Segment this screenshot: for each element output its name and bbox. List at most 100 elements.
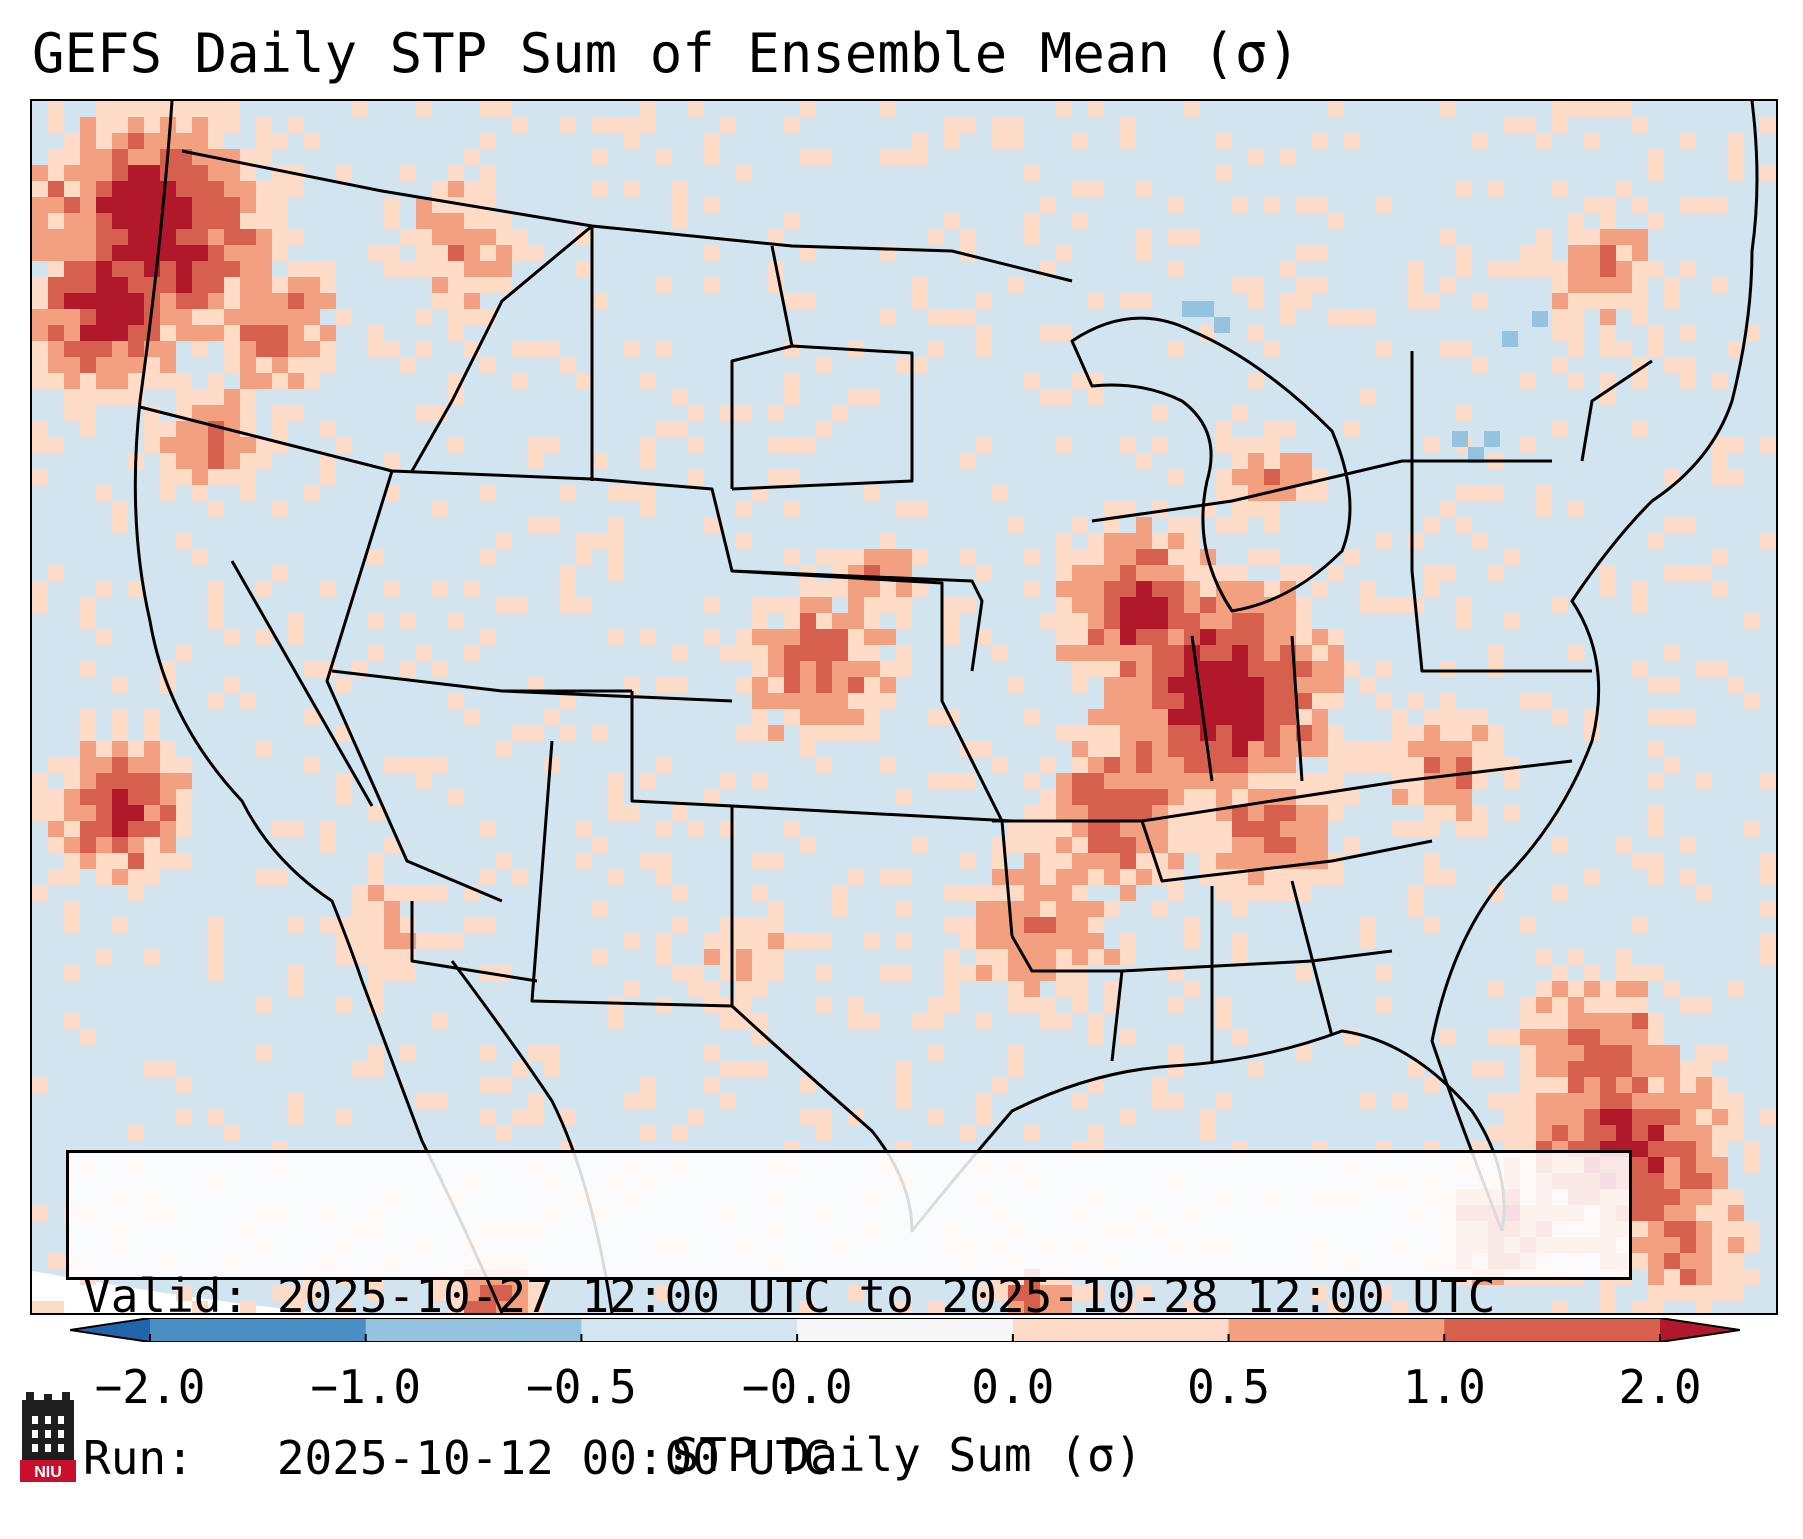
stp-cell — [96, 325, 112, 341]
stp-cell — [480, 277, 496, 293]
stp-cell — [656, 421, 672, 437]
stp-cell — [1120, 1301, 1136, 1313]
stp-cell — [608, 565, 624, 581]
stp-cell — [704, 933, 720, 949]
stp-cell — [1456, 341, 1472, 357]
stp-cell — [1072, 885, 1088, 901]
stp-cell — [896, 965, 912, 981]
stp-cell — [272, 309, 288, 325]
stp-cell — [1264, 677, 1280, 693]
stp-cell — [1648, 1045, 1664, 1061]
stp-cell — [400, 357, 416, 373]
stp-cell — [288, 341, 304, 357]
stp-cell — [112, 293, 128, 309]
stp-cell — [416, 405, 432, 421]
stp-cell — [1536, 501, 1552, 517]
colorbar-bin — [797, 1318, 1014, 1342]
stp-cell — [832, 581, 848, 597]
stp-cell — [1552, 1093, 1568, 1109]
stp-cell — [720, 773, 736, 789]
stp-cell — [1264, 709, 1280, 725]
stp-cell — [416, 101, 432, 117]
stp-cell — [656, 821, 672, 837]
stp-cell — [432, 1093, 448, 1109]
stp-cell — [176, 245, 192, 261]
stp-cell — [1296, 245, 1312, 261]
stp-cell — [336, 789, 352, 805]
stp-cell — [32, 789, 48, 805]
stp-cell — [1520, 1061, 1536, 1077]
stp-cell — [160, 309, 176, 325]
stp-cell — [1632, 1061, 1648, 1077]
stp-cell — [640, 1125, 656, 1141]
stp-cell — [704, 629, 720, 645]
stp-cell — [720, 1061, 736, 1077]
stp-cell — [848, 709, 864, 725]
stp-cell — [1056, 1285, 1072, 1301]
stp-cell — [880, 581, 896, 597]
stp-cell — [1760, 853, 1776, 869]
stp-cell — [992, 1077, 1008, 1093]
stp-cell — [144, 1061, 160, 1077]
stp-cell — [1136, 229, 1152, 245]
stp-cell — [1712, 1253, 1728, 1269]
stp-cell — [816, 149, 832, 165]
stp-cell — [32, 1301, 48, 1313]
stp-cell — [1296, 709, 1312, 725]
stp-cell — [656, 277, 672, 293]
stp-cell — [992, 133, 1008, 149]
stp-cell — [1200, 1109, 1216, 1125]
stp-cell — [864, 677, 880, 693]
stp-cell — [1712, 1205, 1728, 1221]
stp-cell — [1216, 485, 1232, 501]
stp-cell — [736, 933, 752, 949]
stp-cell — [176, 437, 192, 453]
stp-cell — [528, 437, 544, 453]
stp-cell — [1296, 805, 1312, 821]
stp-cell — [1072, 821, 1088, 837]
stp-cell — [64, 261, 80, 277]
stp-cell — [1280, 821, 1296, 837]
stp-cell — [896, 1077, 912, 1093]
stp-cell — [848, 389, 864, 405]
stp-cell — [816, 421, 832, 437]
stp-cell — [1552, 261, 1568, 277]
stp-cell — [1072, 517, 1088, 533]
stp-cell — [1184, 981, 1200, 997]
stp-cell — [1104, 757, 1120, 773]
stp-cell — [992, 869, 1008, 885]
stp-cell — [1552, 597, 1568, 613]
stp-cell — [944, 213, 960, 229]
stp-cell — [896, 597, 912, 613]
stp-cell — [288, 1301, 304, 1313]
stp-cell — [32, 373, 48, 389]
stp-cell — [1664, 1093, 1680, 1109]
stp-cell — [1232, 773, 1248, 789]
stp-cell — [1536, 981, 1552, 997]
stp-cell — [96, 341, 112, 357]
stp-cell — [1632, 1189, 1648, 1205]
stp-cell — [384, 341, 400, 357]
stp-cell — [608, 789, 624, 805]
stp-cell — [1120, 677, 1136, 693]
stp-cell — [224, 341, 240, 357]
stp-cell — [1600, 997, 1616, 1013]
stp-cell — [1296, 485, 1312, 501]
stp-cell — [1728, 341, 1744, 357]
stp-cell — [160, 485, 176, 501]
stp-cell — [1248, 501, 1264, 517]
stp-cell — [112, 805, 128, 821]
stp-cell — [1264, 197, 1280, 213]
stp-cell — [48, 437, 64, 453]
stp-cell — [176, 773, 192, 789]
stp-cell — [112, 309, 128, 325]
stp-cell — [656, 341, 672, 357]
stp-cell — [160, 101, 176, 117]
stp-cell — [1552, 1029, 1568, 1045]
stp-cell — [96, 581, 112, 597]
stp-cell — [144, 869, 160, 885]
stp-cell — [864, 629, 880, 645]
stp-cell — [848, 725, 864, 741]
stp-cell — [320, 357, 336, 373]
stp-cell — [832, 885, 848, 901]
